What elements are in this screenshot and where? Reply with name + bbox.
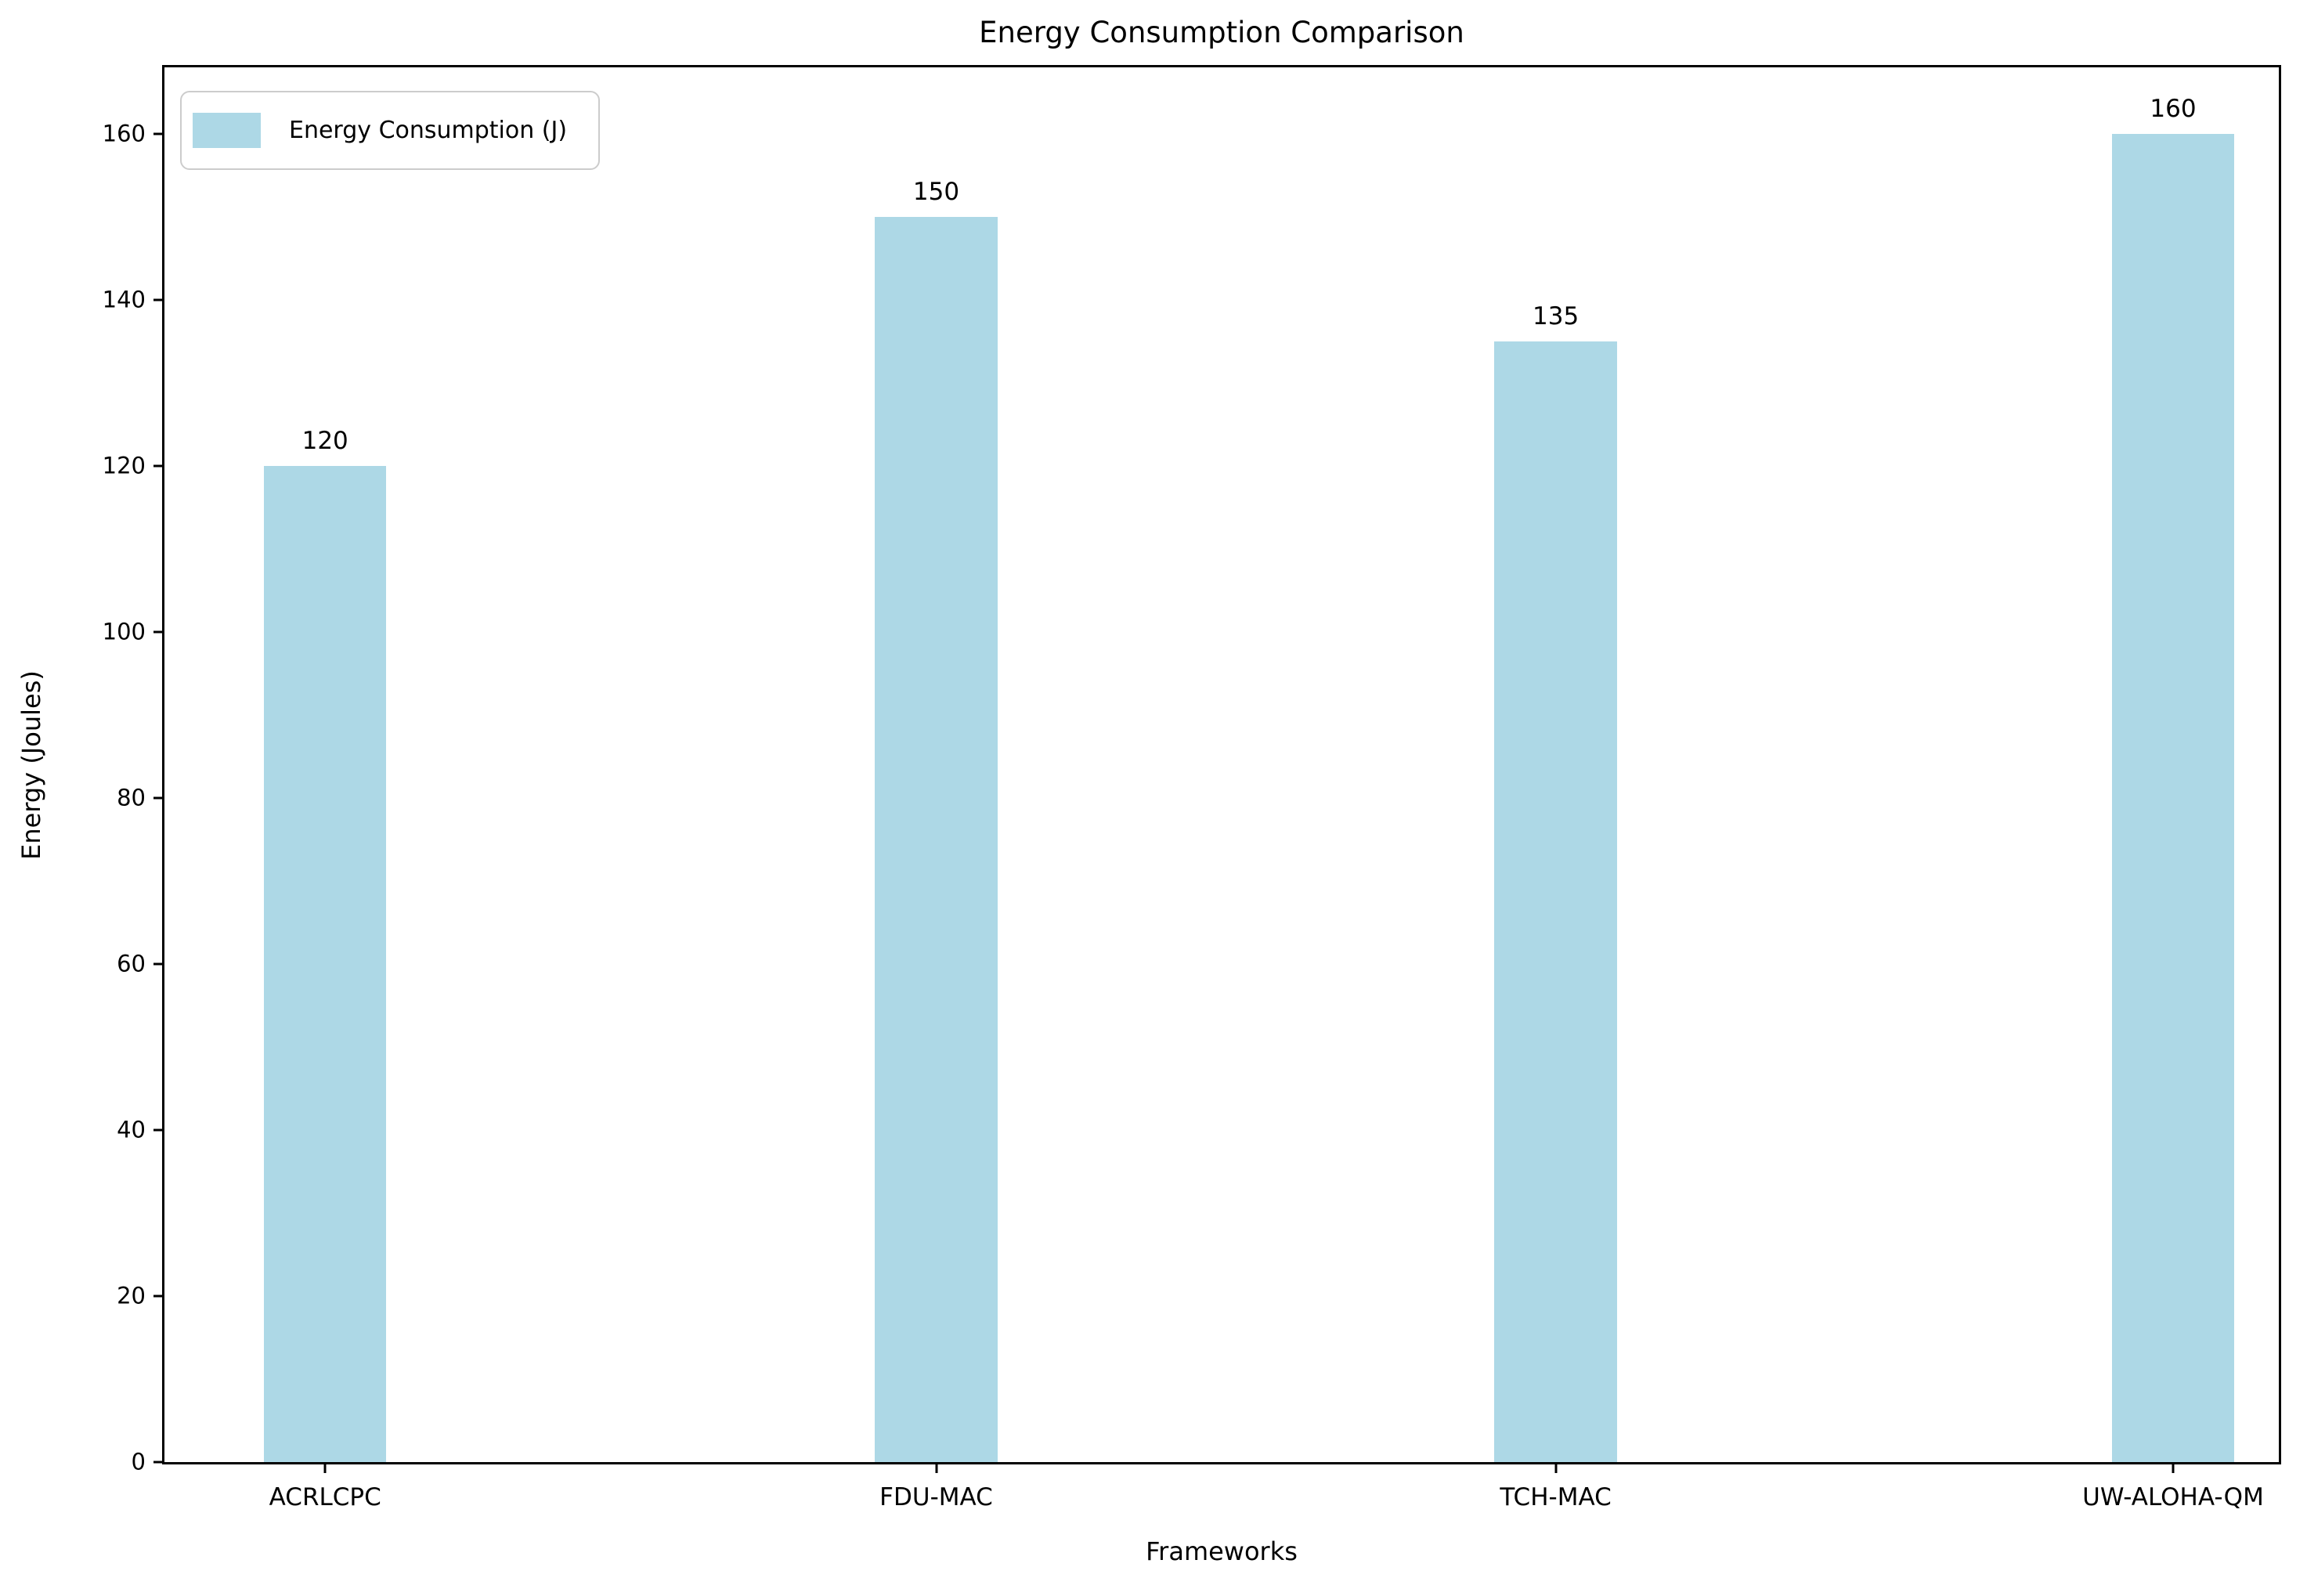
y-tick-mark (153, 630, 164, 634)
y-tick-mark (153, 962, 164, 966)
x-tick-label: TCH-MAC (1500, 1483, 1612, 1511)
x-axis-label: Frameworks (1146, 1536, 1298, 1566)
y-tick-label: 140 (102, 286, 146, 313)
legend-label: Energy Consumption (J) (289, 116, 568, 144)
y-tick-mark (153, 796, 164, 800)
x-tick-label: UW-ALOHA-QM (2082, 1483, 2264, 1511)
legend-swatch-icon (193, 113, 261, 148)
y-tick-mark (153, 1128, 164, 1132)
x-tick-label: FDU-MAC (879, 1483, 993, 1511)
y-tick-mark (153, 132, 164, 135)
bar-value-label: 160 (2150, 94, 2197, 123)
y-tick-label: 40 (117, 1116, 146, 1143)
bar-value-label: 120 (301, 426, 348, 455)
bar-value-label: 150 (912, 177, 960, 206)
bar-acrlcpc (263, 465, 387, 1462)
x-tick-mark (2172, 1462, 2175, 1473)
x-tick-mark (323, 1462, 327, 1473)
y-tick-label: 160 (102, 120, 146, 147)
x-tick-label: ACRLCPC (269, 1483, 381, 1511)
bar-fdu-mac (875, 216, 998, 1462)
y-tick-label: 100 (102, 618, 146, 645)
bar-tch-mac (1494, 341, 1617, 1462)
x-tick-mark (1554, 1462, 1558, 1473)
bar-uw-aloha-qm (2111, 133, 2235, 1462)
plot-area: Energy Consumption Comparison Energy (Jo… (16, 18, 2281, 1564)
y-tick-label: 60 (117, 950, 146, 977)
bar-value-label: 135 (1533, 302, 1580, 330)
legend: Energy Consumption (J) (180, 91, 601, 170)
y-axis-label: Energy (Joules) (16, 670, 46, 860)
y-tick-mark (153, 1461, 164, 1464)
y-tick-label: 20 (117, 1282, 146, 1309)
y-tick-mark (153, 298, 164, 302)
y-tick-label: 0 (131, 1448, 146, 1475)
y-tick-label: 80 (117, 784, 146, 811)
y-tick-mark (153, 464, 164, 468)
y-tick-label: 120 (102, 452, 146, 479)
y-tick-mark (153, 1294, 164, 1298)
x-tick-mark (935, 1462, 937, 1473)
chart-title: Energy Consumption Comparison (979, 16, 1464, 49)
